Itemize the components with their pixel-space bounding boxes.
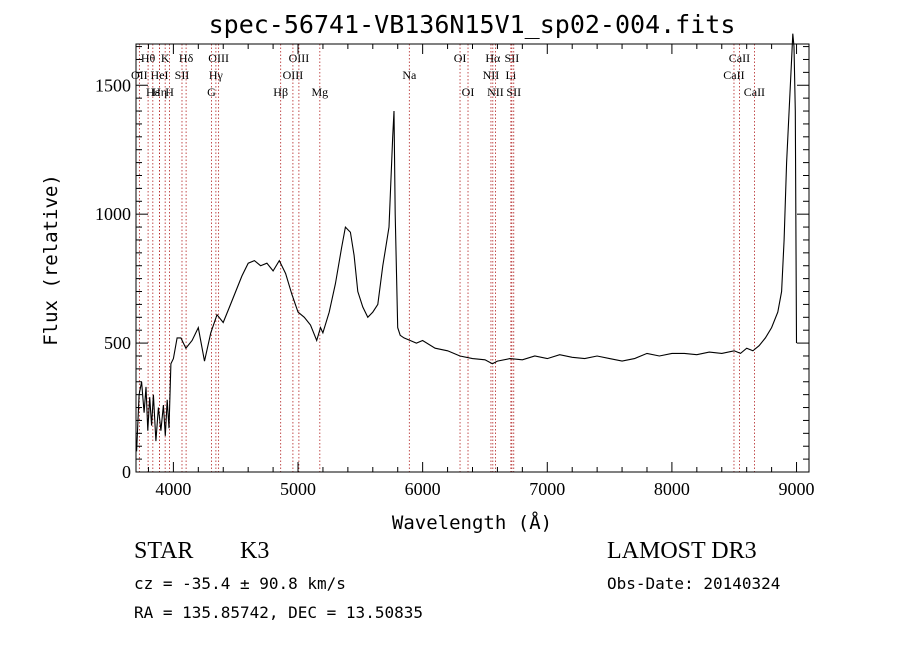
- x-tick-label: 9000: [779, 479, 815, 499]
- spectral-line-label: OIII: [208, 51, 229, 65]
- survey-name: LAMOST DR3: [607, 538, 757, 564]
- spectral-line-label: Hα: [485, 51, 501, 65]
- y-tick-label: 1500: [95, 75, 131, 95]
- spectral-subclass: K3: [240, 538, 270, 564]
- tick-labels: 4000 5000 6000 7000 8000 9000 0 500 1000 1500: [95, 75, 815, 499]
- spectral-line-label: Hγ: [209, 68, 224, 82]
- spectral-line-label: G: [207, 85, 216, 99]
- y-tick-label: 0: [122, 462, 131, 482]
- spectral-line-label: Na: [402, 68, 417, 82]
- coordinates: RA = 135.85742, DEC = 13.50835: [134, 603, 423, 622]
- spectrum-series: [136, 33, 798, 452]
- x-tick-label: 8000: [654, 479, 690, 499]
- spectral-line-label: HeI: [151, 68, 169, 82]
- x-tick-label: 6000: [405, 479, 441, 499]
- spectral-line-label: H: [165, 85, 174, 99]
- y-tick-label: 1000: [95, 204, 131, 224]
- spectral-line-label: Hθ: [141, 51, 156, 65]
- y-tick-label: 500: [104, 333, 131, 353]
- spectral-line-label: NII: [483, 68, 500, 82]
- object-class: STAR: [134, 538, 194, 564]
- x-tick-label: 7000: [529, 479, 565, 499]
- redshift-velocity: cz = -35.4 ± 90.8 km/s: [134, 574, 346, 593]
- spectral-line-label: OI: [454, 51, 467, 65]
- spectral-line-label: SII: [505, 51, 520, 65]
- chart-title: spec-56741-VB136N15V1_sp02-004.fits: [209, 10, 736, 39]
- spectral-line-label: Hε: [146, 85, 160, 99]
- spectral-line-label: Mg: [311, 85, 328, 99]
- tick-marks: [136, 44, 809, 473]
- spectral-line-label: Li: [506, 68, 517, 82]
- plot-frame: [135, 43, 810, 473]
- spectral-line-label: CaII: [723, 68, 744, 82]
- x-axis-label: Wavelength (Å): [392, 511, 552, 534]
- x-tick-label: 4000: [155, 479, 191, 499]
- spectral-line-label: Hδ: [179, 51, 194, 65]
- spectral-line-label: OIII: [283, 68, 304, 82]
- spectral-line-markers: Hθ K Hδ OIII OIII OI Hα SII CaII OII HeI SII Hγ OIII N…: [131, 44, 765, 472]
- spectral-line-label: Hη: [152, 85, 167, 99]
- axes: [135, 43, 810, 473]
- spectral-line-label: SII: [506, 85, 521, 99]
- spectral-line-label: NII: [487, 85, 504, 99]
- x-tick-label: 5000: [280, 479, 316, 499]
- spectral-line-label: SII: [175, 68, 190, 82]
- spectral-line-label: CaII: [744, 85, 765, 99]
- spectral-line-label: K: [161, 51, 170, 65]
- spectrum-line: [136, 33, 798, 452]
- y-axis-label: Flux (relative): [40, 174, 62, 346]
- spectral-line-label: CaII: [729, 51, 750, 65]
- spectral-line-label: OII: [131, 68, 148, 82]
- spectral-line-label: OI: [462, 85, 475, 99]
- observation-date: Obs-Date: 20140324: [607, 574, 781, 593]
- spectral-line-label: Hβ: [273, 85, 288, 99]
- spectral-line-label: OIII: [289, 51, 310, 65]
